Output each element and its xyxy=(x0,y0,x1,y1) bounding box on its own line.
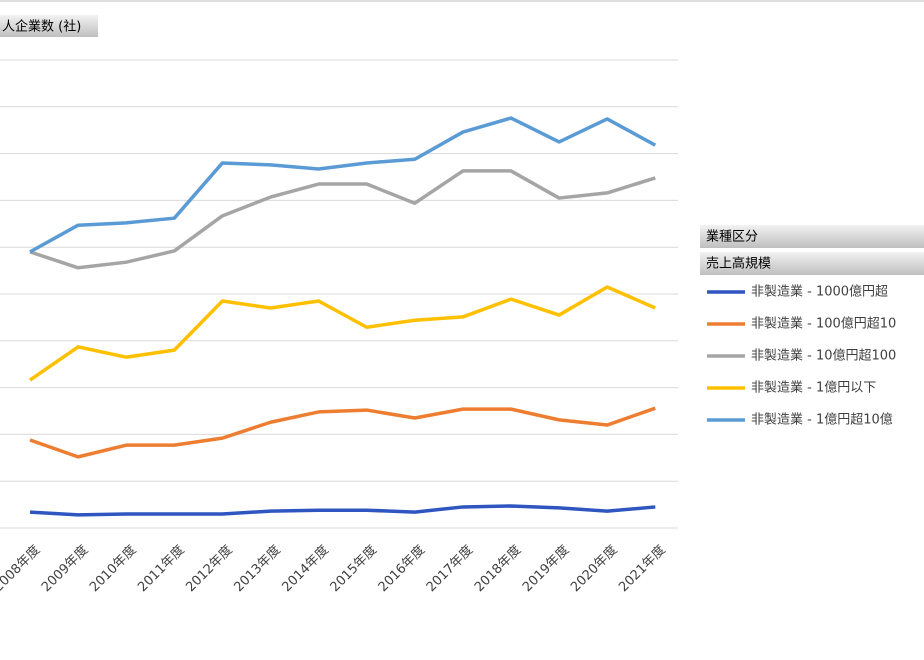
series-line xyxy=(29,406,656,459)
legend-header[interactable] xyxy=(700,252,924,275)
x-tick-label: 2010年度 xyxy=(86,542,139,595)
legend-label: 非製造業 - 1000億円超 xyxy=(751,284,888,300)
series-line xyxy=(29,504,656,517)
legend-title: 業種区分 xyxy=(706,229,758,245)
x-tick-label: 2019年度 xyxy=(519,542,572,595)
x-tick-label: 2014年度 xyxy=(279,542,332,595)
x-tick-label: 2009年度 xyxy=(38,542,91,595)
legend-header[interactable] xyxy=(700,225,924,248)
legend-label: 非製造業 - 1億円以下 xyxy=(751,380,876,396)
x-tick-label: 2011年度 xyxy=(135,542,188,595)
x-tick-label: 2013年度 xyxy=(231,542,284,595)
title-button[interactable] xyxy=(0,15,98,37)
series-line xyxy=(29,116,657,254)
chart-title: 人企業数 (社) xyxy=(2,19,81,35)
legend-label: 非製造業 - 10億円超100 xyxy=(751,348,896,364)
series-line xyxy=(29,169,656,270)
x-tick-label: 2015年度 xyxy=(327,542,380,595)
x-tick-label: 2016年度 xyxy=(375,542,428,595)
legend-label: 非製造業 - 1億円超10億 xyxy=(751,412,893,428)
x-tick-label: 2018年度 xyxy=(471,542,524,595)
x-tick-label: 2008年度 xyxy=(0,542,43,595)
x-tick-label: 2021年度 xyxy=(616,542,669,595)
x-tick-label: 2017年度 xyxy=(423,542,476,595)
x-tick-label: 2020年度 xyxy=(567,542,620,595)
legend-label: 非製造業 - 100億円超10 xyxy=(751,316,896,332)
x-tick-label: 2012年度 xyxy=(183,542,236,595)
legend-subtitle: 売上高規模 xyxy=(706,256,771,272)
series-line xyxy=(29,285,657,382)
